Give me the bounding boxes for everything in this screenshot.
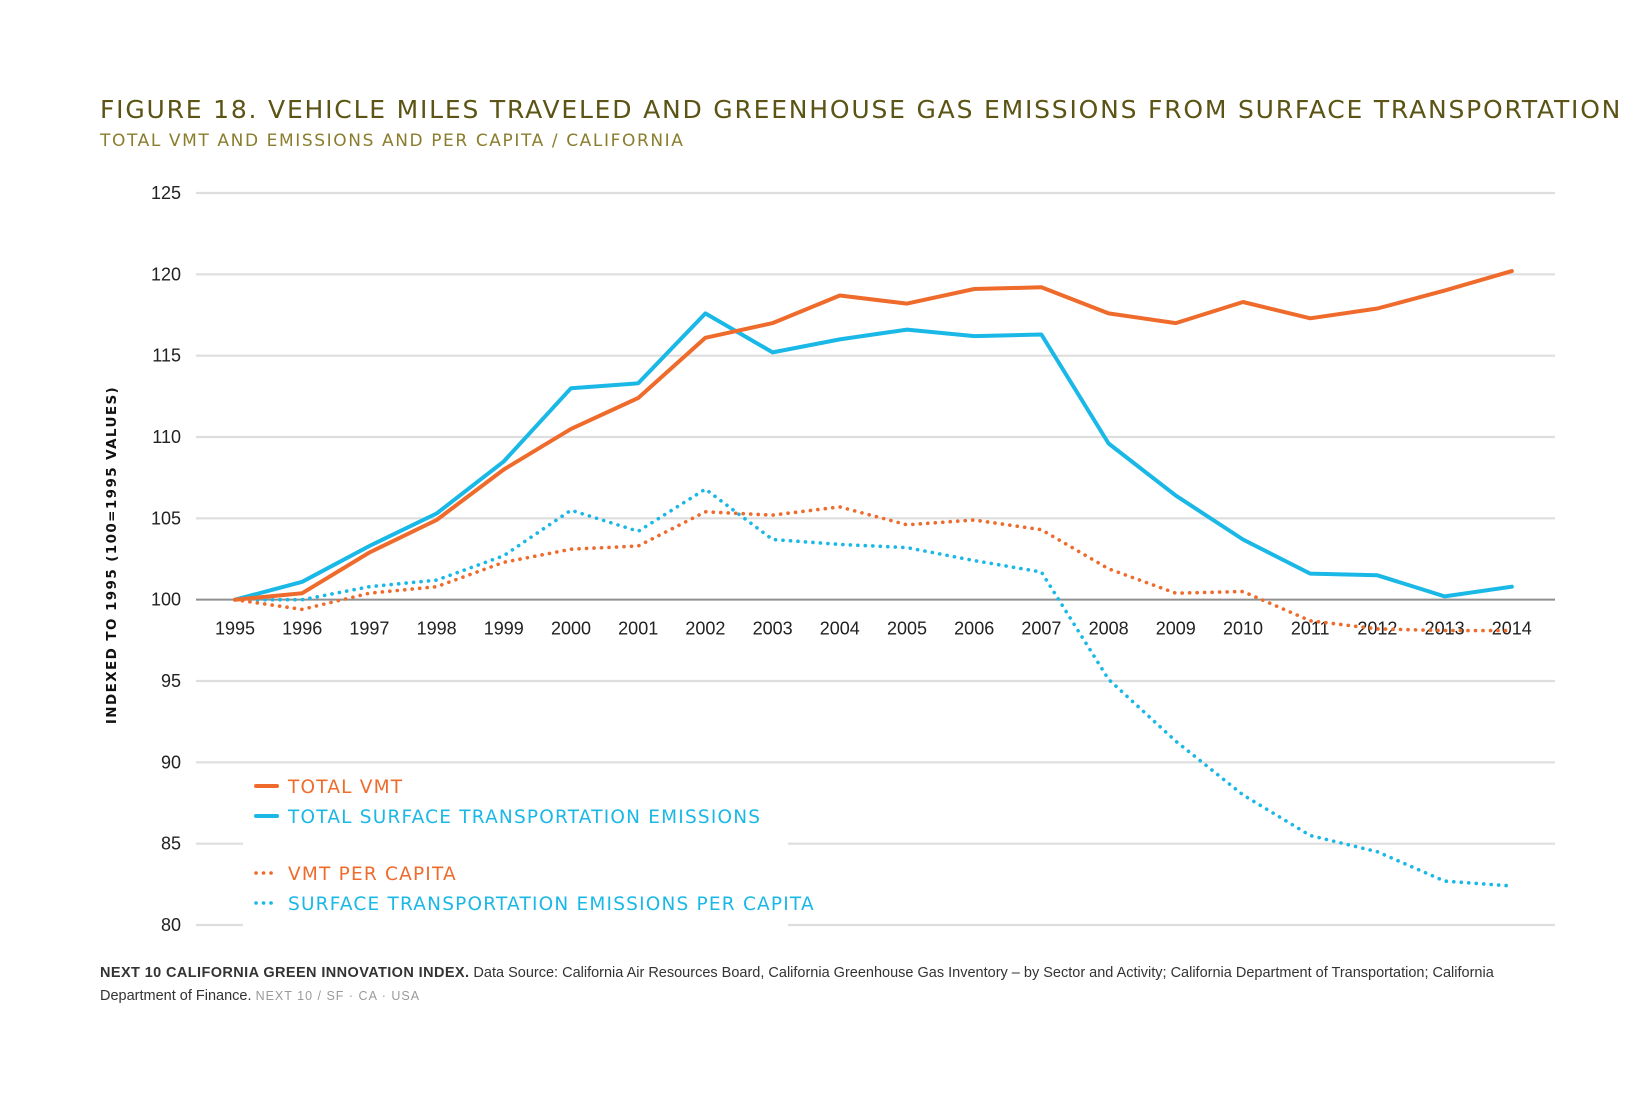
legend-label: SURFACE TRANSPORTATION EMISSIONS PER CAP… — [288, 894, 815, 915]
x-tick-label: 2006 — [954, 619, 994, 639]
x-tick-label: 2003 — [753, 619, 793, 639]
x-tick-label: 1998 — [417, 619, 457, 639]
x-tick-label: 2010 — [1223, 619, 1263, 639]
legend-background — [243, 846, 1073, 916]
x-tick-label: 1997 — [349, 619, 389, 639]
x-tick-label: 1996 — [282, 619, 322, 639]
chart-title: FIGURE 18. VEHICLE MILES TRAVELED AND GR… — [100, 95, 1623, 124]
source-note: NEXT 10 CALIFORNIA GREEN INNOVATION INDE… — [100, 962, 1560, 1008]
x-tick-label: 2000 — [551, 619, 591, 639]
y-tick-label: 120 — [151, 264, 181, 284]
x-tick-label: 1999 — [484, 619, 524, 639]
series-line-1 — [233, 311, 1514, 602]
legend-label: TOTAL VMT — [287, 777, 403, 798]
x-tick-label: 2007 — [1021, 619, 1061, 639]
x-tick-label: 2009 — [1156, 619, 1196, 639]
source-text: Data Source: California Air Resources Bo… — [100, 965, 1494, 1004]
x-tick-label: 2013 — [1425, 619, 1465, 639]
legend: TOTAL VMT TOTAL SURFACE TRANSPORTATION EM… — [243, 770, 1073, 935]
x-tick-label: 1995 — [215, 619, 255, 639]
legend-label: TOTAL SURFACE TRANSPORTATION EMISSIONS — [287, 807, 761, 828]
y-tick-label: 115 — [152, 346, 181, 366]
x-tick-label: 2011 — [1291, 619, 1330, 639]
series-line-3 — [233, 487, 1514, 888]
y-tick-label: 80 — [161, 915, 181, 935]
y-tick-label: 110 — [152, 427, 181, 447]
x-tick-label: 2014 — [1492, 619, 1532, 639]
series-line-0 — [233, 269, 1514, 602]
source-credit: NEXT 10 / SF · CA · USA — [255, 989, 421, 1003]
y-axis-label: INDEXED TO 1995 (100=1995 VALUES) — [104, 386, 120, 724]
chart-subtitle: TOTAL VMT AND EMISSIONS AND PER CAPITA /… — [100, 131, 685, 151]
x-tick-label: 2004 — [820, 619, 860, 639]
x-tick-label: 2008 — [1089, 619, 1129, 639]
y-tick-label: 105 — [151, 508, 181, 528]
x-tick-label: 2005 — [887, 619, 927, 639]
y-tick-label: 95 — [161, 671, 181, 691]
y-tick-label: 85 — [161, 834, 181, 854]
x-axis-ticks: 1995 1996 1997 1998 1999 2000 2001 2002 2003 2004… — [215, 619, 1532, 639]
source-publisher: NEXT 10 CALIFORNIA GREEN INNOVATION INDE… — [100, 965, 470, 981]
series-lines — [233, 269, 1514, 888]
y-tick-label: 100 — [151, 590, 181, 610]
legend-label: VMT PER CAPITA — [288, 864, 457, 885]
x-tick-label: 2002 — [685, 619, 725, 639]
series-line-2 — [233, 505, 1514, 633]
y-tick-label: 90 — [161, 752, 181, 772]
y-axis-ticks: 80 85 90 95 100 105 110 115 120 125 — [151, 183, 181, 935]
y-tick-label: 125 — [151, 183, 181, 203]
x-tick-label: 2001 — [618, 619, 658, 639]
